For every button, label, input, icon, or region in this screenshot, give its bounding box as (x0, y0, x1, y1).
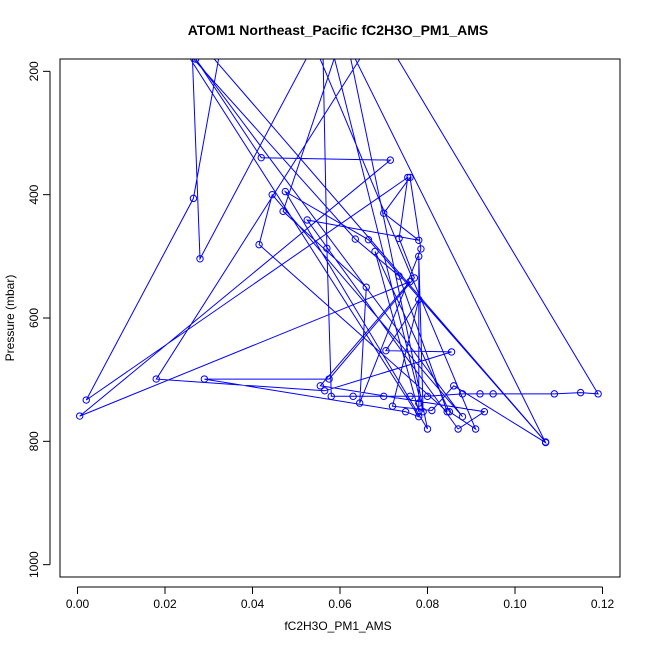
data-point (415, 252, 423, 261)
data-point (380, 392, 388, 401)
data-point (443, 408, 451, 416)
data-point (576, 388, 585, 397)
chart-title: ATOM1 Northeast_Pacific fC2H3O_PM1_AMS (188, 22, 489, 38)
data-point (196, 255, 204, 263)
y-tick-label: 1000 (27, 551, 41, 578)
data-point (386, 156, 395, 164)
data-point (380, 209, 388, 217)
data-point (268, 190, 276, 199)
data-point (371, 247, 379, 256)
x-tick-label: 0.04 (241, 597, 265, 611)
data-point (401, 408, 410, 416)
data-point (480, 408, 489, 416)
data-point (594, 390, 602, 398)
data-point (415, 408, 423, 416)
data-point (541, 438, 550, 447)
data-point (423, 392, 432, 401)
data-point (355, 399, 364, 407)
data-point (406, 173, 414, 182)
data-point (316, 382, 325, 390)
y-tick-label: 800 (27, 431, 41, 451)
data-point (410, 274, 419, 282)
x-tick-label: 0.00 (66, 597, 90, 611)
data-point (550, 390, 559, 398)
data-point (325, 375, 333, 383)
data-point (191, 59, 200, 63)
y-tick-label: 400 (27, 184, 41, 204)
data-point (423, 425, 432, 433)
data-point (476, 390, 484, 398)
data-point (471, 425, 480, 433)
y-tick-label: 200 (27, 61, 41, 81)
data-point (279, 207, 287, 216)
data-point (255, 240, 263, 249)
data-point (445, 408, 454, 416)
data-point (417, 245, 425, 253)
y-axis-label: Pressure (mbar) (3, 275, 17, 362)
series-line (79, 59, 600, 444)
data-point (489, 390, 497, 398)
data-point (406, 392, 414, 401)
data-point (447, 348, 456, 356)
data-point (388, 402, 397, 410)
data-point (320, 387, 329, 395)
data-point (189, 194, 198, 203)
series-layer (75, 59, 602, 447)
data-point (406, 277, 414, 286)
plot-frame (59, 58, 621, 578)
x-axis-label: fC2H3O_PM1_AMS (284, 619, 391, 633)
data-point (458, 390, 467, 398)
data-point (303, 216, 311, 224)
data-point (415, 399, 423, 407)
data-point (395, 272, 403, 280)
data-point (364, 235, 373, 244)
data-point (415, 236, 423, 245)
y-tick-label: 600 (27, 308, 41, 328)
x-tick-label: 0.10 (503, 597, 527, 611)
data-point (404, 173, 412, 182)
x-tick-label: 0.06 (328, 597, 352, 611)
data-point (323, 244, 331, 253)
data-point (428, 406, 436, 415)
data-point (349, 392, 357, 401)
data-point (415, 412, 423, 421)
data-point (327, 392, 335, 401)
data-point (454, 425, 462, 433)
x-tick-label: 0.02 (153, 597, 177, 611)
data-point (450, 382, 458, 390)
x-tick-label: 0.12 (591, 597, 615, 611)
data-point (152, 375, 160, 383)
data-point (419, 408, 427, 416)
data-point (200, 375, 209, 383)
data-point (257, 153, 265, 162)
data-point (351, 235, 360, 243)
data-point (82, 396, 90, 404)
data-point (281, 187, 290, 196)
x-tick-label: 0.08 (416, 597, 440, 611)
data-point (382, 346, 390, 355)
data-point (458, 412, 467, 421)
data-point (415, 295, 423, 304)
axes: 0.00 0.02 0.04 0.06 0.08 0.10 0.12 200 400 600 800… (27, 61, 615, 611)
data-point (75, 412, 84, 420)
data-point (395, 234, 403, 243)
data-point (362, 283, 370, 291)
